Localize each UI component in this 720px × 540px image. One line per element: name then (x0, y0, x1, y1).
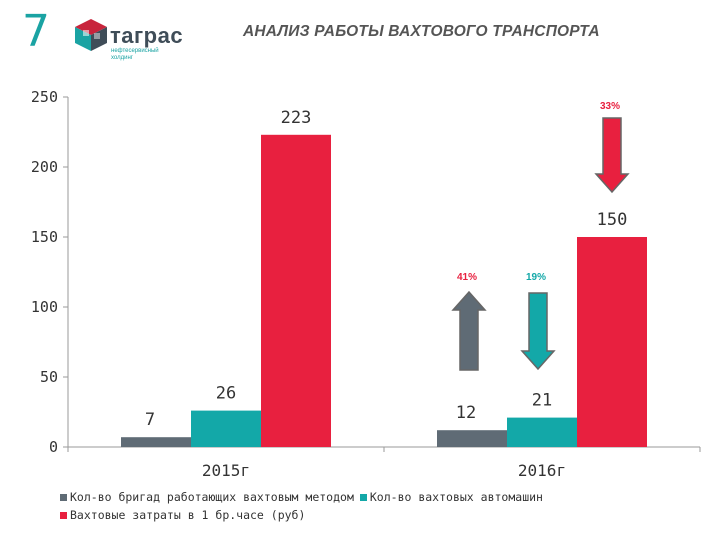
legend-item-costs: Вахтовые затраты в 1 бр.часе (руб) (60, 508, 305, 522)
bar-value-label: 26 (216, 384, 236, 404)
y-tick-label: 200 (31, 158, 58, 176)
bar-value-label: 223 (281, 108, 312, 128)
legend-swatch-costs (60, 511, 67, 519)
x-category-label: 2016г (518, 461, 566, 480)
legend-item-vehicles: Кол-во вахтовых автомашин (359, 490, 543, 504)
tagras-logo: таграс нефтесервисный холдинг (74, 16, 184, 64)
change-arrow-down (520, 292, 556, 371)
y-tick-label: 0 (49, 438, 58, 456)
change-percent-label: 33% (600, 101, 620, 112)
bar (507, 417, 577, 447)
chart-legend: Кол-во бригад работающих вахтовым методо… (60, 488, 680, 524)
legend-row-1: Кол-во бригад работающих вахтовым методо… (60, 488, 680, 506)
legend-label-brigades: Кол-во бригад работающих вахтовым методо… (70, 490, 354, 504)
bar-value-label: 21 (532, 391, 552, 411)
bar (577, 237, 647, 447)
change-arrow-down (594, 117, 630, 194)
bar (437, 430, 507, 447)
bar-value-label: 150 (597, 210, 628, 230)
legend-swatch-vehicles (359, 493, 367, 501)
bar (191, 410, 261, 447)
bar (121, 437, 191, 447)
bar-value-label: 7 (145, 410, 155, 430)
y-tick-label: 50 (40, 368, 58, 386)
logo-tagline: нефтесервисный холдинг (111, 48, 159, 61)
legend-item-brigades: Кол-во бригад работающих вахтовым методо… (60, 490, 354, 504)
change-percent-label: 19% (526, 272, 546, 283)
tagras-logo-mark (75, 19, 107, 51)
bar (261, 134, 331, 448)
slide-number: 7 (22, 6, 50, 57)
legend-row-2: Вахтовые затраты в 1 бр.часе (руб) (60, 506, 680, 524)
page-title: АНАЛИЗ РАБОТЫ ВАХТОВОГО ТРАНСПОРТА (243, 23, 600, 40)
x-category-label: 2015г (202, 461, 250, 480)
legend-label-vehicles: Кол-во вахтовых автомашин (369, 490, 543, 504)
y-tick-label: 100 (31, 298, 58, 316)
change-percent-label: 41% (457, 272, 477, 283)
legend-swatch-brigades (60, 493, 67, 501)
y-tick-label: 250 (31, 88, 58, 106)
bar-value-label: 12 (456, 403, 476, 423)
logo-wordmark: таграс (110, 23, 184, 48)
legend-label-costs: Вахтовые затраты в 1 бр.часе (руб) (70, 508, 306, 522)
change-arrow-up (451, 290, 487, 371)
y-tick-label: 150 (31, 228, 58, 246)
